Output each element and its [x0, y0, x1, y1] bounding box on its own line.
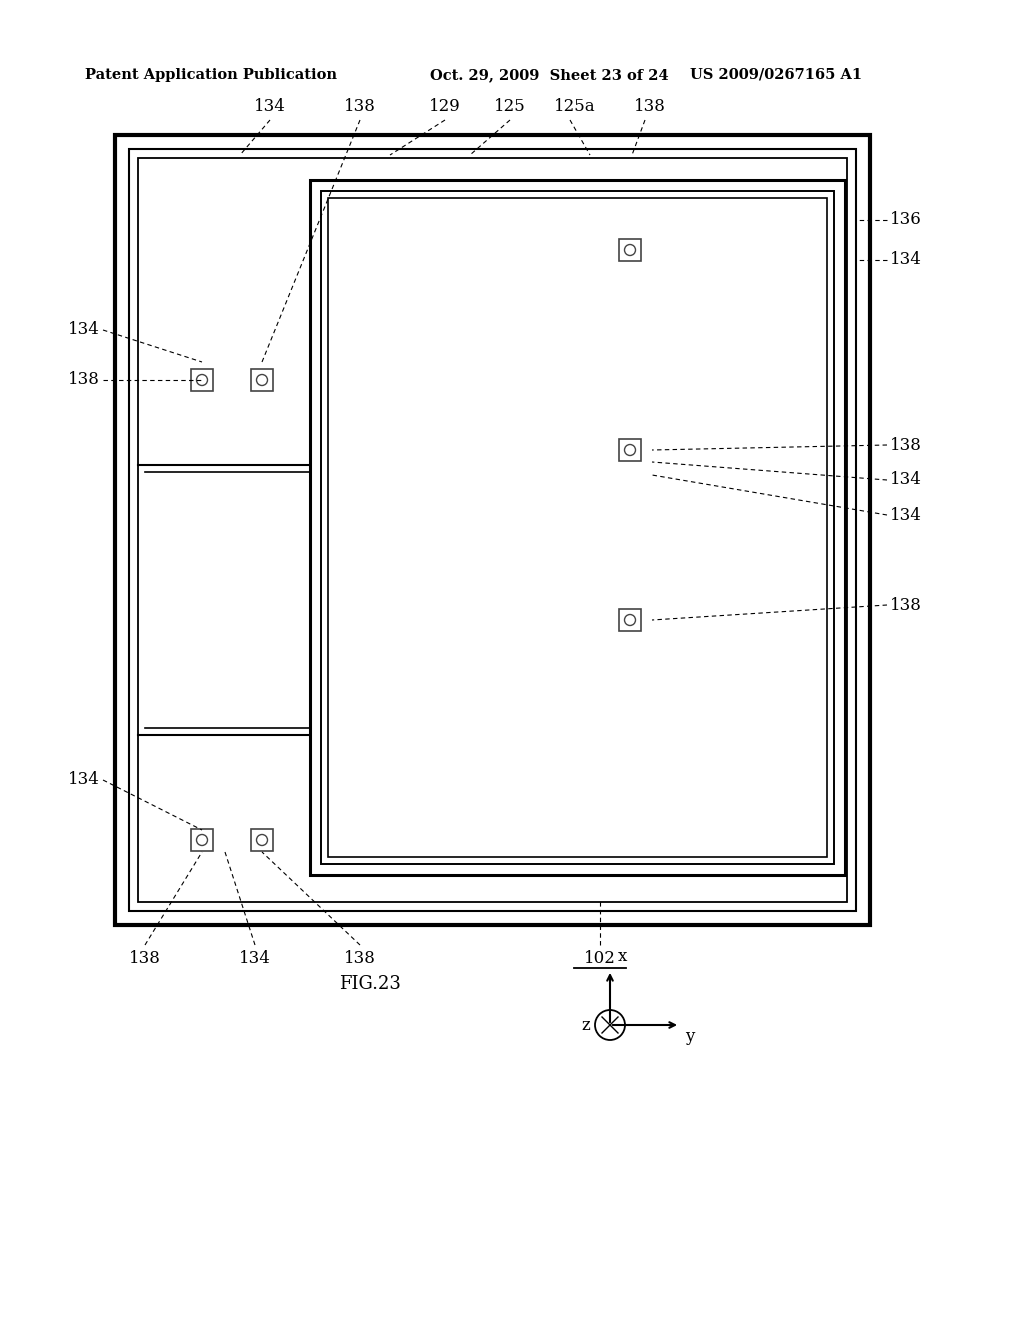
Text: Oct. 29, 2009  Sheet 23 of 24: Oct. 29, 2009 Sheet 23 of 24: [430, 69, 669, 82]
Circle shape: [625, 445, 636, 455]
Text: 138: 138: [634, 98, 666, 115]
Circle shape: [256, 375, 267, 385]
Circle shape: [256, 834, 267, 846]
Text: 134: 134: [890, 507, 922, 524]
Circle shape: [197, 834, 208, 846]
Bar: [310, 180, 845, 875]
Bar: [328, 198, 827, 857]
Text: 134: 134: [890, 252, 922, 268]
Text: 138: 138: [890, 437, 922, 454]
Text: z: z: [582, 1016, 590, 1034]
Circle shape: [595, 1010, 625, 1040]
Text: 138: 138: [344, 950, 376, 968]
Bar: [191, 370, 213, 391]
Text: 134: 134: [890, 471, 922, 488]
Text: 134: 134: [254, 98, 286, 115]
Bar: [115, 135, 870, 925]
Text: 138: 138: [129, 950, 161, 968]
Bar: [618, 609, 641, 631]
Text: 138: 138: [69, 371, 100, 388]
Text: y: y: [685, 1028, 694, 1045]
Circle shape: [197, 375, 208, 385]
Bar: [251, 370, 273, 391]
Bar: [321, 191, 834, 865]
Text: 102: 102: [584, 950, 616, 968]
Text: 138: 138: [890, 597, 922, 614]
Text: 125: 125: [495, 98, 526, 115]
Text: 134: 134: [69, 322, 100, 338]
Text: 136: 136: [890, 211, 922, 228]
Text: x: x: [618, 948, 628, 965]
Bar: [138, 158, 847, 902]
Bar: [618, 440, 641, 461]
Text: Patent Application Publication: Patent Application Publication: [85, 69, 337, 82]
Bar: [191, 829, 213, 851]
Text: 138: 138: [344, 98, 376, 115]
Circle shape: [625, 615, 636, 626]
Bar: [618, 239, 641, 261]
Bar: [129, 149, 856, 911]
Text: 125a: 125a: [554, 98, 596, 115]
Text: FIG.23: FIG.23: [339, 975, 401, 993]
Bar: [251, 829, 273, 851]
Text: 134: 134: [69, 771, 100, 788]
Text: US 2009/0267165 A1: US 2009/0267165 A1: [690, 69, 862, 82]
Text: 129: 129: [429, 98, 461, 115]
Circle shape: [625, 244, 636, 256]
Text: 134: 134: [239, 950, 271, 968]
